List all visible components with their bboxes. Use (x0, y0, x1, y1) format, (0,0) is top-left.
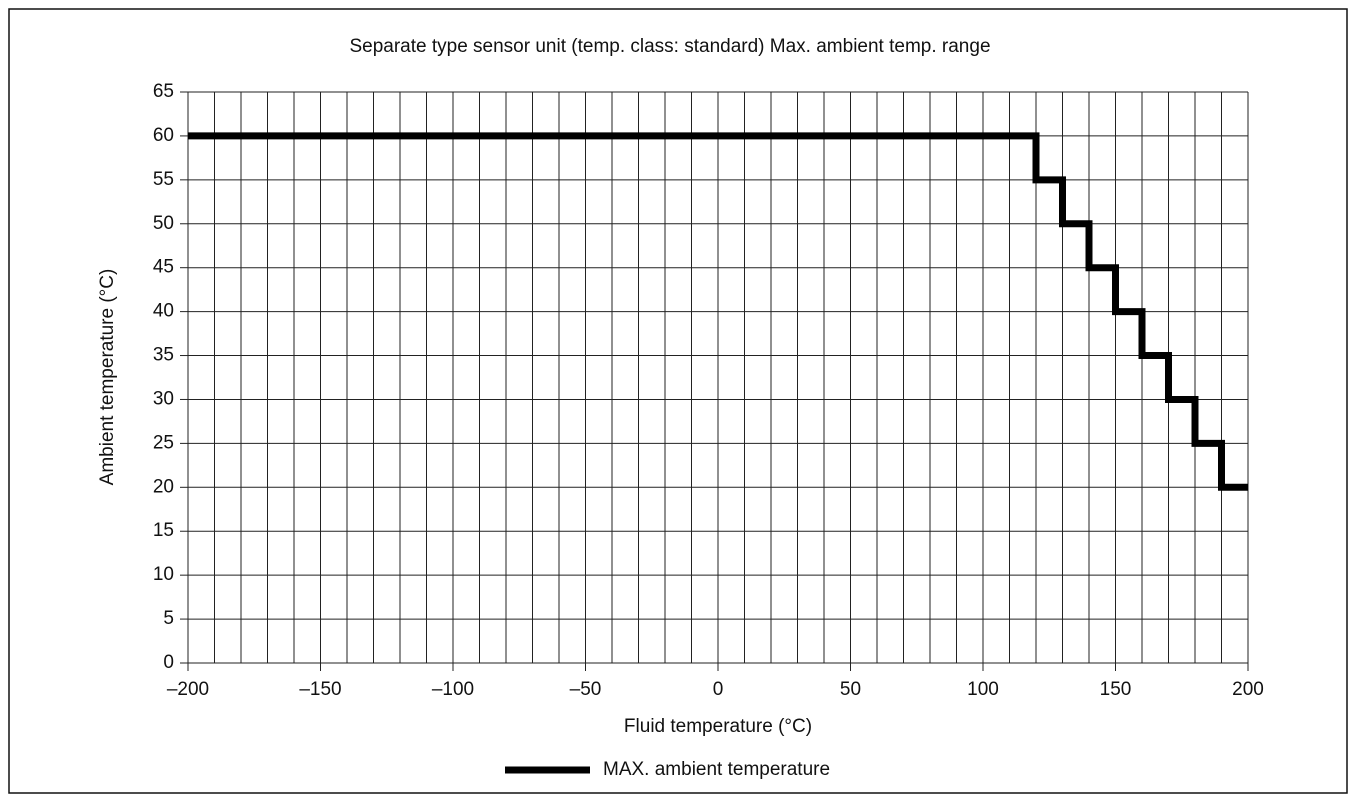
x-tick-label: 150 (1100, 679, 1132, 700)
x-tick-label: 0 (713, 679, 724, 700)
y-tick-label: 20 (153, 476, 174, 497)
y-tick-label: 25 (153, 432, 174, 453)
x-tick-label: –50 (570, 679, 602, 700)
x-axis-label: Fluid temperature (°C) (624, 716, 812, 737)
y-tick-label: 30 (153, 388, 174, 409)
y-tick-label: 5 (163, 608, 174, 629)
y-tick-label: 0 (163, 652, 174, 673)
x-tick-label: –100 (432, 679, 474, 700)
y-tick-label: 60 (153, 125, 174, 146)
x-tick-label: –150 (299, 679, 341, 700)
x-tick-label: 50 (840, 679, 861, 700)
x-tick-label: 100 (967, 679, 999, 700)
frame (8, 8, 1348, 794)
x-tick-label: 200 (1232, 679, 1264, 700)
x-tick-label: –200 (167, 679, 209, 700)
legend-label: MAX. ambient temperature (603, 759, 830, 780)
y-tick-label: 10 (153, 564, 174, 585)
y-tick-label: 65 (153, 81, 174, 102)
y-tick-label: 45 (153, 257, 174, 278)
y-tick-label: 55 (153, 169, 174, 190)
y-tick-label: 35 (153, 345, 174, 366)
chart-title: Separate type sensor unit (temp. class: … (349, 36, 990, 57)
series-line (188, 132, 1248, 491)
y-tick-label: 40 (153, 301, 174, 322)
y-axis-label: Ambient temperature (°C) (97, 269, 118, 486)
y-tick-label: 15 (153, 520, 174, 541)
y-tick-label: 50 (153, 213, 174, 234)
